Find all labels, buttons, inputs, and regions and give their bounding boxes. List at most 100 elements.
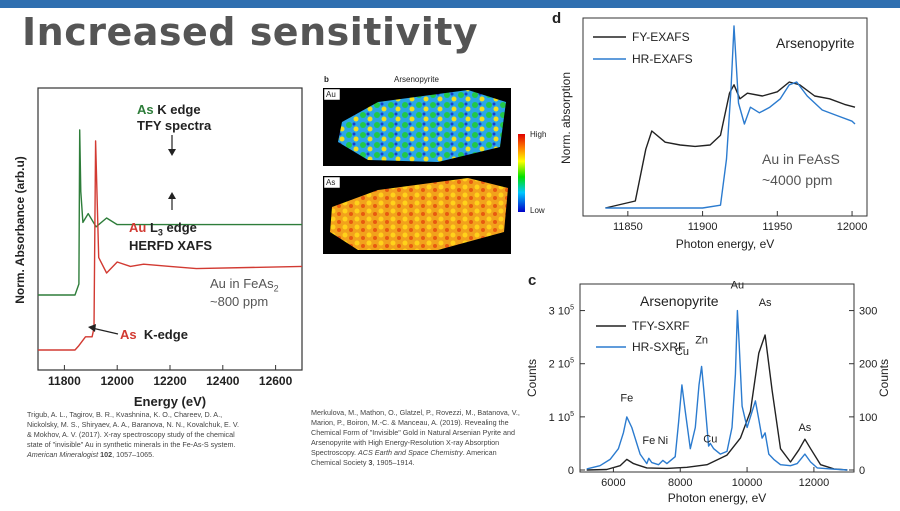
panel-d-series-line-1 bbox=[605, 25, 856, 209]
panel-c-x-label: Photon energy, eV bbox=[668, 491, 767, 505]
left-x-tick-label: 11800 bbox=[48, 374, 81, 388]
left-chart-panel: 11800 12000 12200 12400 12600 Energy (eV) No… bbox=[0, 80, 310, 420]
arrow-tfy-head bbox=[168, 149, 176, 156]
left-chart: 11800 12000 12200 12400 12600 Energy (eV) No… bbox=[13, 87, 303, 409]
herfd-xafs-label: HERFD XAFS bbox=[129, 238, 213, 253]
au-l3-element: Au bbox=[129, 220, 147, 235]
heatmap-as-label: As bbox=[326, 178, 336, 187]
panel-b-title: Arsenopyrite bbox=[394, 75, 439, 84]
panel-c-y-tick-exp: 5 bbox=[570, 411, 574, 418]
legend-tfy-label: TFY-SXRF bbox=[632, 319, 690, 333]
panel-c-x-tick-label: 10000 bbox=[732, 477, 763, 489]
colorbar bbox=[518, 134, 525, 212]
panel-d-series-line-0 bbox=[605, 81, 856, 209]
au-in-feas2-label: Au in FeAs2 bbox=[210, 276, 279, 294]
panel-b-label: b bbox=[324, 75, 329, 84]
as-kedge-bottom-label: As K-edge bbox=[120, 327, 188, 342]
top-accent-bar bbox=[0, 0, 900, 8]
heatmap-au bbox=[338, 90, 506, 162]
panel-c-y-label-right: Counts bbox=[877, 359, 891, 397]
panel-c-x-tick-label: 8000 bbox=[668, 477, 692, 489]
panel-d-x-tick-label: 11900 bbox=[688, 221, 718, 233]
panel-d-annot-1: Au in FeAsS bbox=[762, 151, 840, 167]
au-ppm-label: ~800 ppm bbox=[210, 294, 269, 309]
as-k-edge-text: K edge bbox=[153, 102, 201, 117]
left-x-tick-label: 12000 bbox=[101, 374, 135, 388]
reference-left-journal: American Mineralogist bbox=[27, 450, 99, 459]
panel-c-y-tick-exp: 5 bbox=[570, 358, 574, 365]
reference-left-volume: 102 bbox=[100, 450, 113, 459]
reference-middle-tail: . American Chemical Society bbox=[311, 448, 497, 467]
reference-left: Trigub, A. L., Tagirov, B. R., Kvashnina… bbox=[27, 410, 245, 460]
panel-c: 6000 8000 10000 12000 0 1 105 2 105 3 105 0 100 20… bbox=[522, 270, 900, 506]
panel-c-y-tick-label-right: 0 bbox=[859, 465, 865, 477]
panel-d-title: Arsenopyrite bbox=[776, 35, 855, 51]
au-l3-l: L bbox=[146, 220, 158, 235]
panel-c-peak-label: Au bbox=[731, 279, 744, 291]
heatmap-as bbox=[330, 178, 508, 250]
panel-c-x-tick-label: 6000 bbox=[601, 477, 625, 489]
colorbar-high-label: High bbox=[530, 130, 547, 139]
au-in-feas2-sub: 2 bbox=[273, 283, 279, 294]
au-l3-edge-label: Au L3 edge bbox=[129, 220, 197, 238]
au-in-feas2-text: Au in FeAs bbox=[210, 276, 274, 291]
left-y-axis-label: Norm. Absorbance (arb.u) bbox=[13, 156, 27, 304]
panel-c-peak-label: Ni bbox=[658, 435, 668, 447]
panel-d-plot-frame bbox=[582, 17, 868, 217]
panel-c-y-tick-label-left: 0 bbox=[568, 465, 574, 477]
legend-hrsxrf-label: HR-SXRF bbox=[632, 340, 685, 354]
colorbar-low-label: Low bbox=[530, 206, 545, 215]
legend-hr-label: HR-EXAFS bbox=[632, 52, 693, 66]
panel-d: 11850 11900 11950 12000 FY-EXAFS HR-EXAFS A… bbox=[548, 8, 878, 258]
panel-c-title: Arsenopyrite bbox=[640, 293, 719, 309]
reference-middle-volume: 3 bbox=[368, 458, 373, 467]
panel-d-chart: 11850 11900 11950 12000 FY-EXAFS HR-EXAFS A… bbox=[559, 17, 868, 251]
left-series-line-0 bbox=[38, 129, 302, 296]
panel-d-y-label: Norm. absorption bbox=[559, 72, 573, 164]
heatmap-au-label: Au bbox=[326, 90, 336, 99]
panel-c-x-tick-label: 12000 bbox=[799, 477, 830, 489]
reference-left-text: Trigub, A. L., Tagirov, B. R., Kvashnina… bbox=[27, 410, 239, 449]
panel-c-y-tick-exp: 5 bbox=[570, 305, 574, 312]
panel-d-x-label: Photon energy, eV bbox=[676, 237, 775, 251]
panel-c-peak-label: Fe bbox=[620, 393, 633, 405]
panel-c-peak-label: As bbox=[759, 297, 772, 309]
reference-middle-pages: , 1905–1914. bbox=[372, 458, 415, 467]
legend-fy-label: FY-EXAFS bbox=[632, 30, 690, 44]
au-l3-sub: 3 bbox=[157, 227, 163, 238]
left-x-axis-label: Energy (eV) bbox=[134, 394, 206, 409]
as-k-edge-element: As bbox=[137, 102, 154, 117]
panel-c-y-tick-label-right: 300 bbox=[859, 306, 877, 318]
heatmap-au-tag bbox=[323, 88, 341, 101]
panel-c-y-tick-label-right: 200 bbox=[859, 359, 877, 371]
panel-c-y-tick-label-left: 3 105 bbox=[549, 305, 574, 318]
panel-c-peak-label: As bbox=[798, 422, 811, 434]
as-kedge-text: K-edge bbox=[143, 327, 188, 342]
panel-c-chart: 6000 8000 10000 12000 0 1 105 2 105 3 105 0 100 20… bbox=[525, 279, 891, 505]
reference-left-pages: , 1057–1065. bbox=[112, 450, 155, 459]
left-series-line-1 bbox=[38, 140, 303, 351]
slide-title: Increased sensitivity bbox=[22, 10, 479, 54]
panel-c-series-line-1 bbox=[586, 309, 848, 471]
panel-c-peak-label: Cu bbox=[675, 346, 689, 358]
left-x-tick-label: 12400 bbox=[206, 374, 240, 388]
panel-c-peak-label: Fe bbox=[642, 435, 655, 447]
reference-middle-journal: ACS Earth and Space Chemistry bbox=[358, 448, 463, 457]
panel-d-x-tick-label: 11850 bbox=[613, 221, 643, 233]
panel-c-series-line-0 bbox=[586, 334, 848, 471]
heatmap-as-tag bbox=[323, 176, 341, 189]
panel-c-peak-label: Zn bbox=[695, 335, 708, 347]
as-kedge-element: As bbox=[120, 327, 137, 342]
panel-c-peak-label: Cu bbox=[703, 433, 717, 445]
panel-d-x-tick-label: 12000 bbox=[837, 221, 868, 233]
panel-d-label: d bbox=[552, 10, 562, 27]
panel-d-x-tick-label: 11950 bbox=[762, 221, 792, 233]
panel-c-y-tick-label-left: 1 105 bbox=[549, 411, 574, 424]
heatmap-figure bbox=[323, 88, 525, 254]
arrow-kedge bbox=[91, 327, 119, 335]
arrow-kedge-head bbox=[88, 324, 96, 332]
arrow-herfd-head bbox=[168, 192, 176, 199]
left-x-tick-label: 12200 bbox=[153, 374, 187, 388]
as-k-edge-label: As K edge bbox=[137, 102, 201, 117]
panel-c-label: c bbox=[528, 272, 537, 289]
